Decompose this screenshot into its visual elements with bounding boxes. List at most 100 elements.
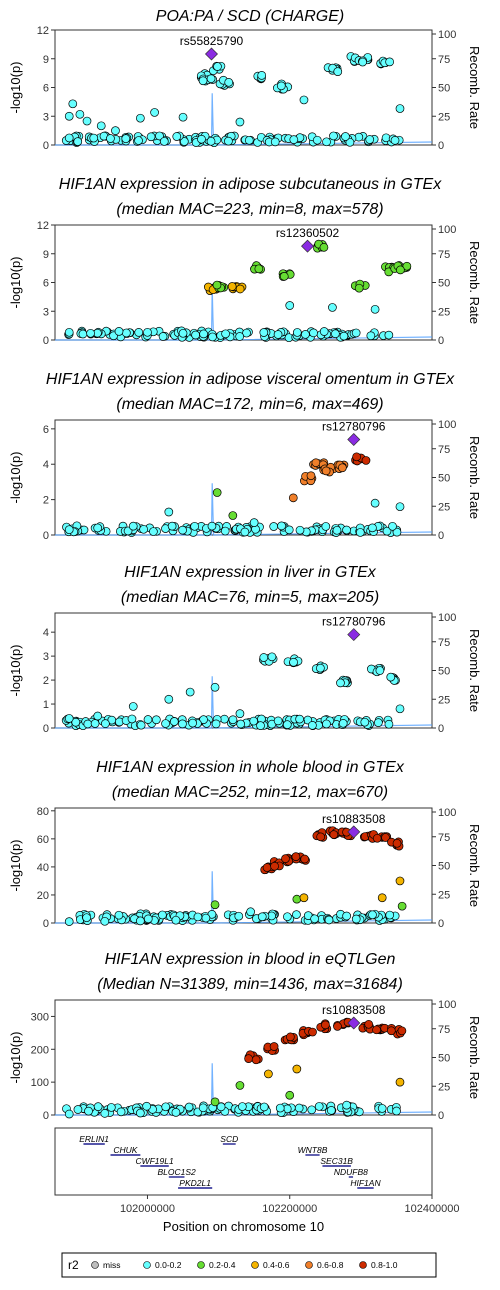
snp-point xyxy=(333,67,343,76)
snp-point xyxy=(311,458,321,468)
snp-point xyxy=(257,71,267,80)
snp-point xyxy=(178,525,187,535)
snp-point xyxy=(86,328,95,338)
snp-point xyxy=(84,1106,93,1116)
snp-point xyxy=(64,917,74,926)
snp-point xyxy=(291,852,301,861)
snp-point xyxy=(206,74,216,84)
snp-point xyxy=(386,1026,396,1036)
snp-point xyxy=(392,1106,401,1116)
snp-point xyxy=(111,126,120,135)
y-tick-label: 12 xyxy=(37,220,49,232)
snp-point xyxy=(381,133,391,143)
snp-point xyxy=(392,838,402,848)
snp-point xyxy=(270,861,279,871)
snp-point xyxy=(249,518,259,527)
snp-point xyxy=(100,1109,110,1118)
snp-point xyxy=(292,328,302,337)
snp-point xyxy=(259,653,269,662)
snp-point xyxy=(329,131,338,141)
y-tick-label: 80 xyxy=(37,806,49,818)
snp-point xyxy=(64,133,74,143)
y-tick-label: 0 xyxy=(43,1110,49,1122)
snp-point xyxy=(201,913,211,923)
snp-point xyxy=(319,242,329,252)
snp-point xyxy=(207,521,217,531)
snp-point xyxy=(93,1102,103,1111)
snp-point xyxy=(64,714,74,723)
snp-point xyxy=(270,137,280,147)
x-axis-label: Position on chromosome 10 xyxy=(163,1219,324,1234)
snp-point xyxy=(301,330,310,339)
legend-label: 0.6-0.8 xyxy=(317,1260,344,1270)
snp-point xyxy=(199,715,208,724)
panel-frame xyxy=(54,419,433,536)
y-tick-label: 6 xyxy=(43,424,49,436)
snp-point xyxy=(388,521,397,531)
snp-point xyxy=(128,702,138,711)
snp-point xyxy=(395,104,405,113)
y2-tick-label: 75 xyxy=(438,1024,450,1036)
snp-point xyxy=(283,912,292,922)
snp-point xyxy=(324,915,334,925)
legend-label: 0.0-0.2 xyxy=(155,1260,182,1270)
gene-track-frame xyxy=(54,1127,433,1196)
y2-tick-label: 0 xyxy=(438,335,444,347)
panel-5: HIF1AN expression in whole blood in GTEx… xyxy=(8,759,482,930)
snp-point xyxy=(256,721,265,731)
snp-point xyxy=(322,137,331,147)
snp-point xyxy=(354,283,364,293)
gene-label: HIF1AN xyxy=(350,1178,381,1188)
y2-tick-label: 75 xyxy=(438,54,450,66)
gene-label: PKD2L1 xyxy=(179,1178,211,1188)
snp-point xyxy=(136,916,145,926)
snp-point xyxy=(336,678,345,688)
legend-swatch xyxy=(251,1261,259,1269)
panel-subtitle: (Median N=31389, min=1436, max=31684) xyxy=(97,976,403,993)
y-tick-label: 6 xyxy=(43,83,49,95)
snp-point xyxy=(106,1103,116,1112)
snp-point xyxy=(342,1100,351,1110)
y2-tick-label: 0 xyxy=(438,530,444,542)
snp-point xyxy=(198,76,208,86)
panel-title: HIF1AN expression in blood in eQTLGen xyxy=(105,951,396,968)
snp-point xyxy=(308,721,317,730)
y-tick-label: 0 xyxy=(43,140,49,152)
snp-point xyxy=(100,916,110,926)
snp-point xyxy=(282,720,292,730)
y2-axis-label: Recomb. Rate xyxy=(467,824,482,907)
snp-point xyxy=(212,488,222,497)
y2-tick-label: 100 xyxy=(438,807,456,819)
snp-point xyxy=(351,328,361,338)
snp-point xyxy=(281,854,290,864)
y2-tick-label: 0 xyxy=(438,723,444,735)
lead-snp-marker xyxy=(347,825,361,839)
y-tick-label: 300 xyxy=(31,1011,49,1023)
y2-axis-label: Recomb. Rate xyxy=(467,46,482,129)
snp-point xyxy=(224,136,233,146)
snp-point xyxy=(64,1109,74,1119)
snp-point xyxy=(395,704,405,714)
snp-point xyxy=(220,714,229,724)
lead-snp-marker xyxy=(204,47,218,61)
snp-point xyxy=(273,330,283,339)
snp-point xyxy=(106,134,115,143)
snp-point xyxy=(341,132,350,141)
snp-point xyxy=(385,57,394,67)
snp-point xyxy=(352,452,361,462)
snp-point xyxy=(314,1102,324,1111)
snp-point xyxy=(158,332,168,341)
snp-point xyxy=(382,526,392,536)
gene-label: WNT8B xyxy=(298,1145,328,1155)
legend: r2 miss 0.0-0.2 0.2-0.4 0.4-0.6 0.6-0.8 0.8-1.… xyxy=(61,1252,437,1278)
snp-point xyxy=(198,1103,208,1113)
snp-point xyxy=(307,1105,317,1115)
snp-point xyxy=(251,1055,261,1065)
snp-point xyxy=(321,1020,330,1030)
y2-tick-label: 75 xyxy=(438,444,450,456)
legend-label: 0.2-0.4 xyxy=(209,1260,236,1270)
y2-tick-label: 0 xyxy=(438,1110,444,1122)
y-tick-label: 4 xyxy=(43,627,49,639)
snp-point xyxy=(375,666,385,675)
snp-point xyxy=(143,327,152,337)
